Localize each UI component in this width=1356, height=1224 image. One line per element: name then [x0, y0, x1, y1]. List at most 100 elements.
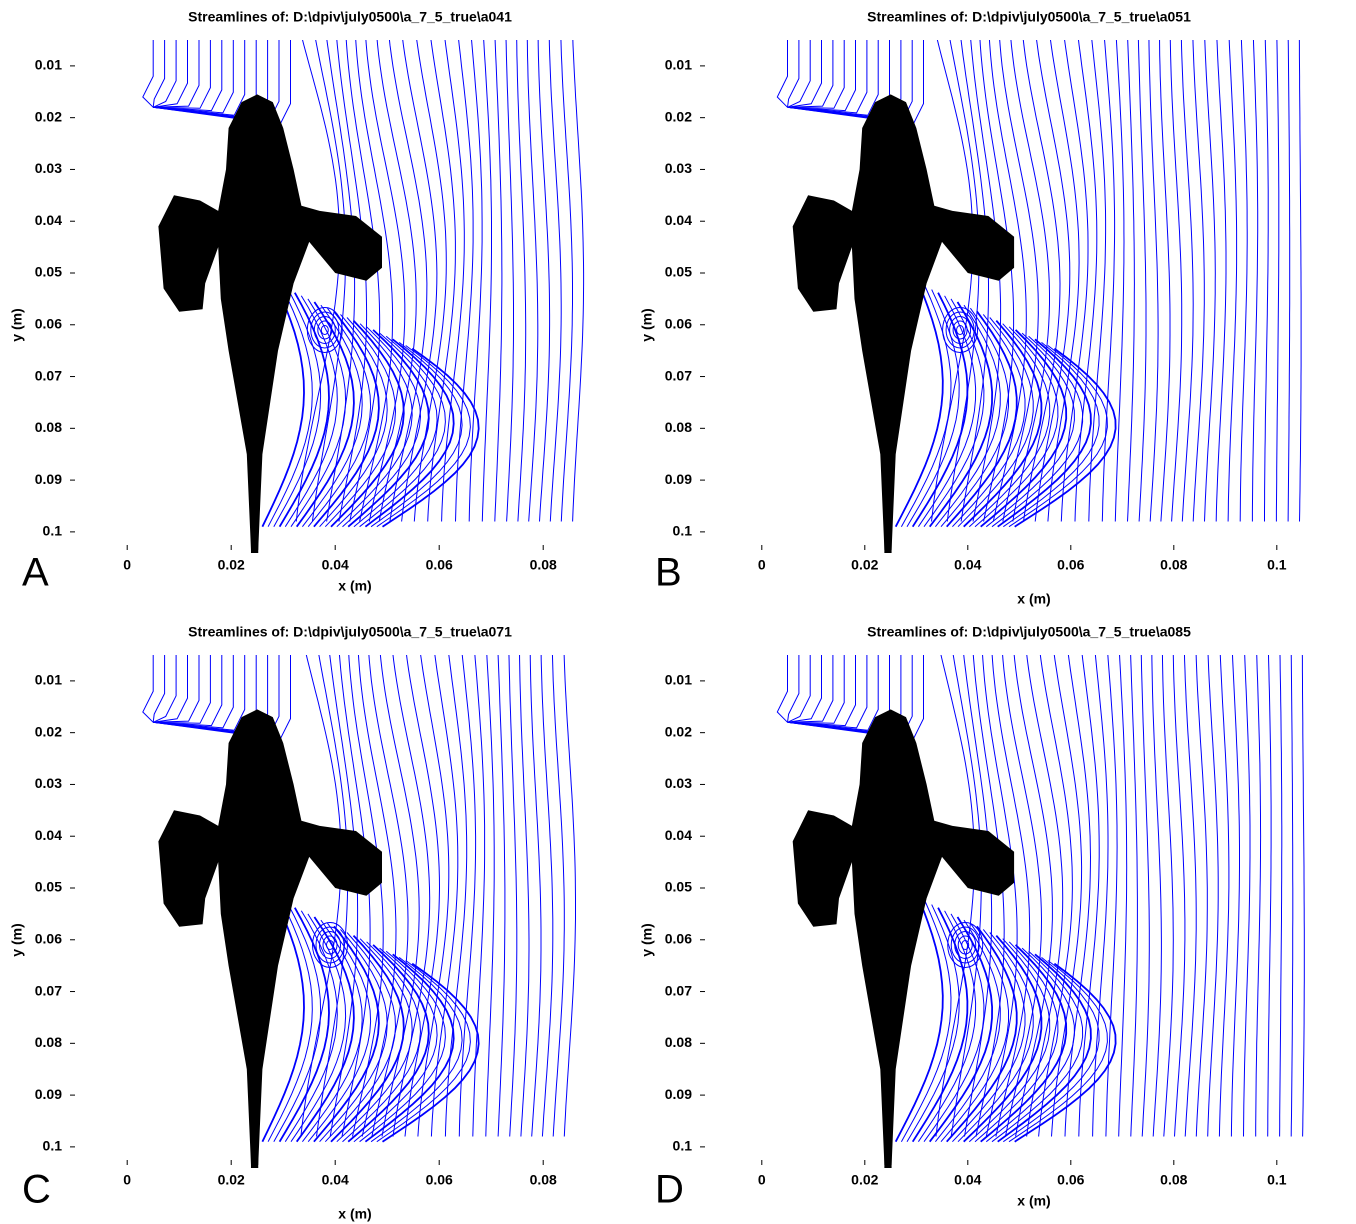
streamline — [999, 40, 1039, 522]
streamline — [787, 655, 834, 723]
streamline — [906, 289, 960, 527]
x-tick-label: 0 — [758, 557, 766, 573]
streamline — [1279, 655, 1283, 1137]
y-tick-label: 0.07 — [35, 982, 62, 998]
x-axis-label: x (m) — [1017, 591, 1050, 607]
streamline — [519, 655, 530, 1137]
streamline — [787, 655, 822, 723]
streamline — [1264, 40, 1269, 522]
streamline — [787, 40, 845, 109]
streamline — [1267, 655, 1272, 1137]
streamline — [1064, 655, 1092, 1137]
streamline — [980, 329, 1068, 528]
streamline — [342, 941, 422, 1143]
streamline — [1140, 655, 1150, 1137]
streamline — [1195, 655, 1208, 1137]
streamline — [382, 962, 480, 1143]
streamline — [957, 932, 1034, 1143]
streamline — [342, 326, 422, 528]
streamline — [1034, 40, 1071, 522]
x-axis-label: x (m) — [1017, 1193, 1050, 1209]
vortex — [313, 315, 336, 344]
vortex — [320, 324, 329, 335]
y-tick-label: 0.07 — [665, 367, 692, 383]
streamline — [563, 655, 576, 1137]
streamline — [497, 655, 506, 1137]
streamline — [417, 655, 450, 1137]
streamline — [923, 913, 985, 1142]
fish-tail — [884, 531, 892, 553]
x-tick-label: 0.04 — [322, 1172, 349, 1188]
streamline — [441, 40, 465, 522]
streamline — [359, 335, 446, 528]
streamline — [1026, 655, 1064, 1137]
y-tick-label: 0.02 — [35, 723, 62, 739]
streamline — [313, 310, 380, 528]
y-axis-label: y (m) — [9, 923, 25, 956]
streamline — [353, 332, 438, 528]
vortex — [947, 921, 984, 968]
vortex — [956, 324, 965, 335]
fish — [158, 709, 382, 1165]
streamline — [991, 335, 1084, 528]
x-tick-label: 0.08 — [1160, 1172, 1187, 1188]
streamline — [382, 347, 480, 528]
streamline — [935, 304, 1001, 528]
y-tick-label: 0.1 — [673, 1138, 693, 1154]
y-tick-label: 0.05 — [35, 879, 62, 895]
streamline — [364, 953, 455, 1143]
streamline — [787, 40, 924, 125]
y-tick-label: 0.03 — [35, 775, 62, 791]
streamline — [1002, 655, 1043, 1137]
streamline — [963, 935, 1043, 1143]
y-tick-label: 0.01 — [665, 672, 692, 688]
streamline — [1010, 40, 1050, 522]
streamline — [529, 655, 542, 1137]
streamline — [1169, 40, 1183, 522]
streamline — [388, 40, 428, 522]
streamline — [1172, 655, 1186, 1137]
streamline — [540, 655, 554, 1137]
streamline — [787, 40, 868, 114]
y-tick-label: 0.1 — [673, 523, 693, 539]
streamline — [1298, 40, 1302, 522]
streamline — [153, 40, 188, 108]
x-tick-label: 0.02 — [851, 557, 878, 573]
x-tick-label: 0.08 — [1160, 557, 1187, 573]
streamline — [894, 898, 944, 1143]
streamline — [152, 655, 177, 723]
fish-tail — [250, 1146, 259, 1168]
streamline — [1301, 655, 1305, 1137]
panel: Streamlines of: D:\dpiv\july0500\a_7_5_t… — [9, 624, 576, 1222]
streamline — [153, 655, 188, 723]
streamline — [1290, 655, 1294, 1137]
streamline — [336, 938, 413, 1143]
streamline — [900, 901, 952, 1142]
streamline — [991, 950, 1084, 1143]
streamline — [307, 922, 372, 1143]
vortex — [952, 320, 968, 340]
streamline — [153, 655, 200, 723]
streamline — [357, 655, 397, 1137]
y-tick-label: 0.02 — [35, 108, 62, 124]
chart-title: Streamlines of: D:\dpiv\july0500\a_7_5_t… — [867, 624, 1191, 640]
y-tick-label: 0.06 — [35, 315, 62, 331]
streamline — [950, 655, 982, 1137]
y-tick-label: 0.03 — [665, 160, 692, 176]
streamline — [516, 40, 527, 522]
streamline — [494, 40, 503, 522]
vortex — [315, 926, 345, 964]
streamline — [392, 655, 431, 1137]
panel: Streamlines of: D:\dpiv\july0500\a_7_5_t… — [639, 624, 1305, 1212]
streamline — [401, 40, 438, 522]
streamline — [928, 916, 994, 1143]
x-tick-label: 0.1 — [1267, 1172, 1287, 1188]
streamline — [153, 655, 291, 740]
streamline — [1101, 40, 1116, 522]
streamline — [364, 338, 455, 528]
streamline — [302, 304, 363, 528]
streamline — [787, 655, 800, 723]
y-tick-label: 0.1 — [43, 523, 63, 539]
streamline — [290, 913, 347, 1142]
streamline — [776, 40, 788, 108]
